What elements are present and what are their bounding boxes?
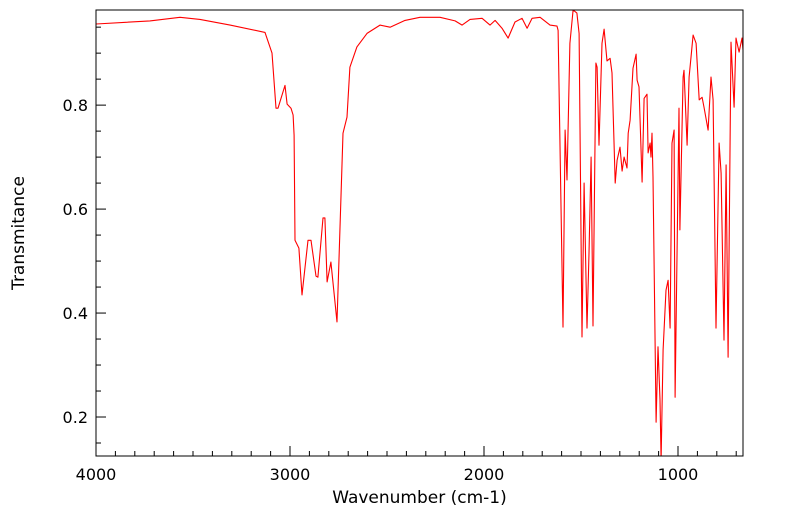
x-tick-label: 1000 — [658, 465, 699, 484]
x-tick-label: 4000 — [76, 465, 117, 484]
y-tick-label: 0.2 — [63, 408, 88, 427]
y-tick-labels: 0.2 0.4 0.6 0.8 — [63, 96, 88, 427]
y-tick-label: 0.8 — [63, 96, 88, 115]
x-tick-label: 2000 — [464, 465, 505, 484]
plot-frame — [95, 9, 744, 457]
x-tick-labels: 4000 3000 2000 1000 — [76, 465, 699, 484]
x-axis-label: Wavenumber (cm-1) — [332, 488, 507, 508]
y-tick-label: 0.6 — [63, 200, 88, 219]
spectrum-line — [96, 10, 743, 456]
y-axis-label: Transmitance — [9, 176, 29, 291]
x-tick-label: 3000 — [270, 465, 311, 484]
y-tick-label: 0.4 — [63, 304, 88, 323]
axis-ticks — [95, 26, 737, 456]
